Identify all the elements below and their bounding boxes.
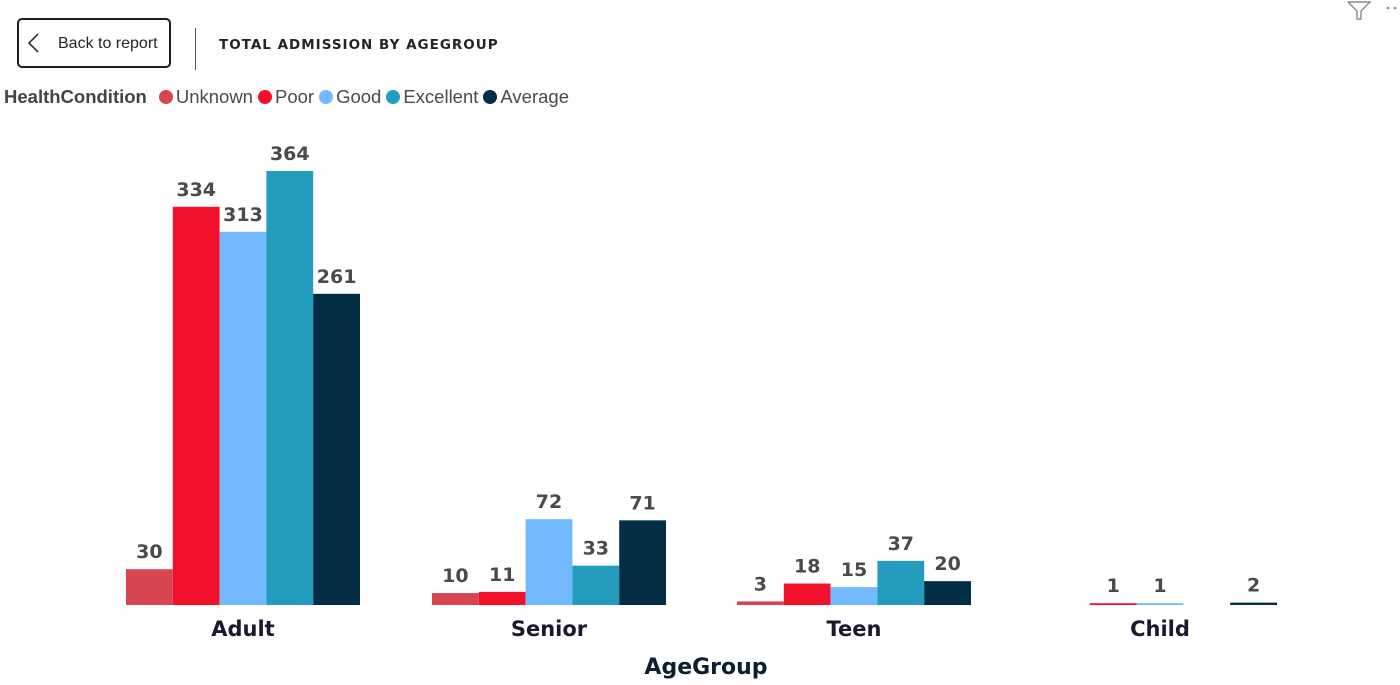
data-label-teen-unknown: 3 xyxy=(754,573,767,595)
legend-label-excellent: Excellent xyxy=(403,86,479,107)
data-label-senior-average: 71 xyxy=(629,492,655,514)
data-label-teen-poor: 18 xyxy=(794,556,820,578)
bar-adult-poor[interactable] xyxy=(172,206,220,605)
bar-adult-good[interactable] xyxy=(219,231,267,606)
legend-dot-average xyxy=(483,90,498,104)
x-tick-label-child: Child xyxy=(1130,617,1190,641)
bar-teen-average[interactable] xyxy=(924,581,971,605)
bar-teen-poor[interactable] xyxy=(783,583,831,605)
header-divider xyxy=(195,28,196,70)
back-to-report-button[interactable]: Back to report xyxy=(17,18,171,68)
data-label-adult-average: 261 xyxy=(317,266,357,288)
data-label-child-good: 1 xyxy=(1153,575,1166,597)
data-label-teen-good: 15 xyxy=(841,559,867,581)
chart-legend: HealthCondition Unknown Poor Good Excell… xyxy=(4,86,574,108)
data-label-teen-average: 20 xyxy=(934,553,960,575)
x-tick-label-senior: Senior xyxy=(511,617,588,641)
legend-label-good: Good xyxy=(336,86,382,107)
legend-item-poor[interactable]: Poor xyxy=(257,86,315,108)
legend-label-average: Average xyxy=(500,86,569,107)
bar-child-good[interactable] xyxy=(1136,603,1184,605)
data-label-child-average: 2 xyxy=(1247,575,1260,597)
legend-item-unknown[interactable]: Unknown xyxy=(158,86,253,108)
data-label-teen-excellent: 37 xyxy=(888,533,914,555)
data-label-adult-good: 313 xyxy=(223,204,263,226)
filter-icon[interactable] xyxy=(1346,0,1372,20)
data-label-senior-poor: 11 xyxy=(489,564,515,586)
data-label-senior-unknown: 10 xyxy=(442,565,468,587)
data-label-adult-excellent: 364 xyxy=(270,143,310,165)
bar-senior-excellent[interactable] xyxy=(572,565,620,605)
data-label-adult-unknown: 30 xyxy=(136,541,162,563)
legend-item-good[interactable]: Good xyxy=(319,86,381,108)
bar-adult-unknown[interactable] xyxy=(126,569,173,605)
bar-teen-excellent[interactable] xyxy=(877,560,925,605)
legend-dot-unknown xyxy=(158,90,173,104)
chevron-left-icon xyxy=(27,33,39,53)
bar-teen-unknown[interactable] xyxy=(737,601,784,605)
more-options-icon[interactable] xyxy=(1384,0,1400,14)
bar-adult-average[interactable] xyxy=(313,293,360,605)
legend-label-unknown: Unknown xyxy=(175,86,253,107)
bar-teen-good[interactable] xyxy=(830,587,878,605)
x-axis-title: AgeGroup xyxy=(644,655,767,680)
data-label-adult-poor: 334 xyxy=(176,179,216,201)
legend-dot-good xyxy=(319,90,334,104)
visual-title: TOTAL ADMISSION BY AGEGROUP xyxy=(219,37,499,53)
data-label-senior-good: 72 xyxy=(536,491,562,513)
bar-child-average[interactable] xyxy=(1230,602,1277,605)
back-button-label: Back to report xyxy=(58,35,158,52)
legend-title: HealthCondition xyxy=(4,86,147,107)
bar-senior-average[interactable] xyxy=(619,520,666,605)
legend-item-excellent[interactable]: Excellent xyxy=(386,86,478,108)
legend-item-average[interactable]: Average xyxy=(483,86,569,108)
legend-dot-poor xyxy=(257,90,272,104)
bar-senior-poor[interactable] xyxy=(478,591,526,605)
x-tick-label-teen: Teen xyxy=(827,617,882,641)
data-label-senior-excellent: 33 xyxy=(583,538,609,560)
bar-child-poor[interactable] xyxy=(1089,603,1137,605)
legend-dot-excellent xyxy=(386,90,401,104)
legend-label-poor: Poor xyxy=(274,86,315,107)
x-tick-label-adult: Adult xyxy=(211,617,274,641)
bar-adult-excellent[interactable] xyxy=(266,171,314,605)
bar-senior-unknown[interactable] xyxy=(432,593,479,605)
bar-senior-good[interactable] xyxy=(525,519,573,605)
data-label-child-poor: 1 xyxy=(1107,575,1120,597)
